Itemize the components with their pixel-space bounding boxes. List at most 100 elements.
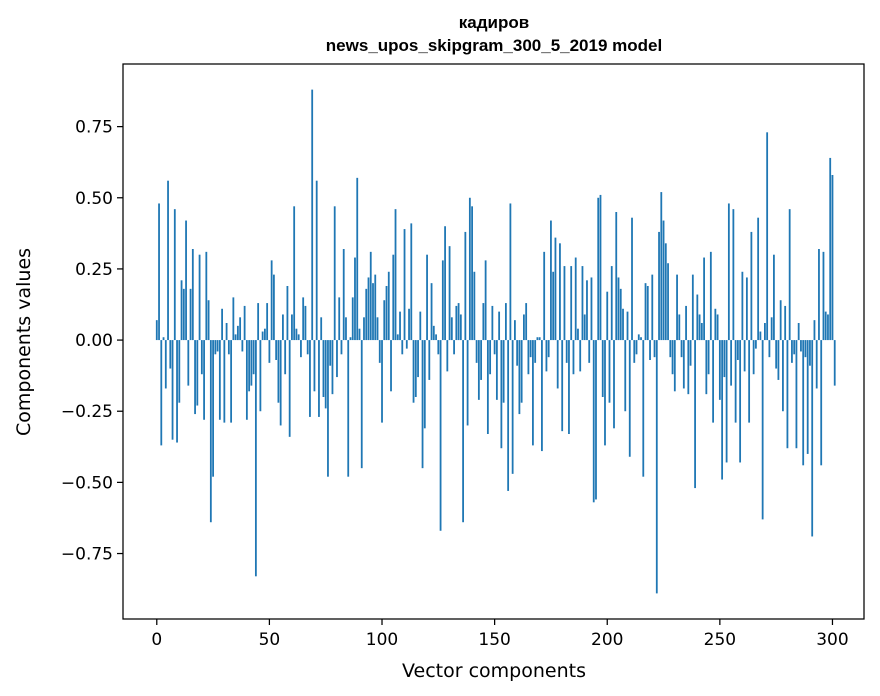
bar xyxy=(266,303,269,341)
bar xyxy=(619,288,622,341)
bar xyxy=(504,303,507,341)
bar xyxy=(651,274,654,341)
bar xyxy=(473,271,476,341)
bar xyxy=(446,340,449,372)
bar xyxy=(200,340,203,375)
bar xyxy=(234,334,237,341)
bar xyxy=(333,206,336,341)
bar xyxy=(714,308,717,341)
bar xyxy=(493,340,496,355)
bar xyxy=(297,334,300,341)
bar xyxy=(277,340,280,403)
bar xyxy=(723,340,726,378)
bar xyxy=(401,340,404,355)
bar xyxy=(500,340,503,449)
bar xyxy=(396,334,399,341)
bar xyxy=(250,340,253,386)
bar xyxy=(412,340,415,403)
bar xyxy=(613,340,615,429)
bar xyxy=(182,288,185,341)
bar xyxy=(239,317,242,341)
bar xyxy=(827,314,829,341)
bar xyxy=(752,340,755,375)
bar xyxy=(700,323,703,341)
bar xyxy=(649,340,651,360)
bar xyxy=(378,340,381,363)
bar xyxy=(520,340,523,403)
bar xyxy=(545,340,548,372)
bar xyxy=(430,283,433,341)
bar xyxy=(417,340,419,378)
bar xyxy=(550,220,552,341)
bar xyxy=(536,337,539,341)
bar xyxy=(748,340,751,423)
bar xyxy=(263,328,266,341)
bar xyxy=(624,340,627,412)
bar xyxy=(689,340,692,366)
bar xyxy=(356,177,359,341)
bar xyxy=(288,340,291,437)
chart-subtitle: news_upos_skipgram_300_5_2019 model xyxy=(326,36,662,55)
bar xyxy=(678,314,681,341)
bar xyxy=(739,340,742,463)
plot-frame xyxy=(122,63,865,620)
bar xyxy=(617,277,620,341)
bar xyxy=(509,203,512,341)
x-tick-label: 50 xyxy=(259,630,281,650)
bar xyxy=(532,340,534,446)
bar xyxy=(450,317,453,341)
bar xyxy=(640,337,642,341)
bar xyxy=(818,249,820,341)
bar xyxy=(295,328,298,341)
bar xyxy=(518,340,521,415)
bar xyxy=(410,223,413,341)
bar xyxy=(669,340,672,358)
bar xyxy=(164,340,167,389)
x-tick-label: 100 xyxy=(366,630,398,650)
bar xyxy=(574,257,577,341)
bar xyxy=(421,340,424,469)
bar xyxy=(606,291,609,341)
bar xyxy=(322,340,325,397)
bar xyxy=(597,197,600,341)
bar xyxy=(727,203,730,341)
bar xyxy=(439,340,442,531)
bar xyxy=(302,297,305,341)
bar xyxy=(732,209,735,341)
bar xyxy=(471,206,473,341)
y-tick-label: −0.75 xyxy=(61,545,113,565)
bar xyxy=(730,340,733,386)
bar xyxy=(581,266,584,341)
bar xyxy=(345,317,347,341)
bar xyxy=(273,274,275,341)
bar xyxy=(459,314,462,341)
bar xyxy=(770,317,773,341)
bar xyxy=(820,340,823,466)
bar xyxy=(162,337,165,341)
bar xyxy=(414,340,417,397)
bar xyxy=(178,340,181,403)
bar xyxy=(572,340,575,375)
bar xyxy=(155,320,158,341)
bar xyxy=(457,303,460,341)
bar xyxy=(218,340,221,420)
bar xyxy=(437,340,440,355)
y-tick-label: 0.25 xyxy=(75,260,113,280)
bar xyxy=(495,340,498,400)
bar xyxy=(349,337,352,341)
bar xyxy=(750,231,753,341)
bar xyxy=(570,266,573,341)
bar xyxy=(761,340,764,520)
bar xyxy=(342,249,345,341)
bar xyxy=(610,266,613,341)
bar xyxy=(480,340,483,380)
bar xyxy=(662,220,665,341)
bar xyxy=(254,340,257,577)
bar xyxy=(351,297,354,341)
bar xyxy=(595,340,597,500)
bar xyxy=(489,340,492,375)
bar xyxy=(583,314,586,341)
bar xyxy=(259,340,262,412)
bar xyxy=(158,203,160,341)
